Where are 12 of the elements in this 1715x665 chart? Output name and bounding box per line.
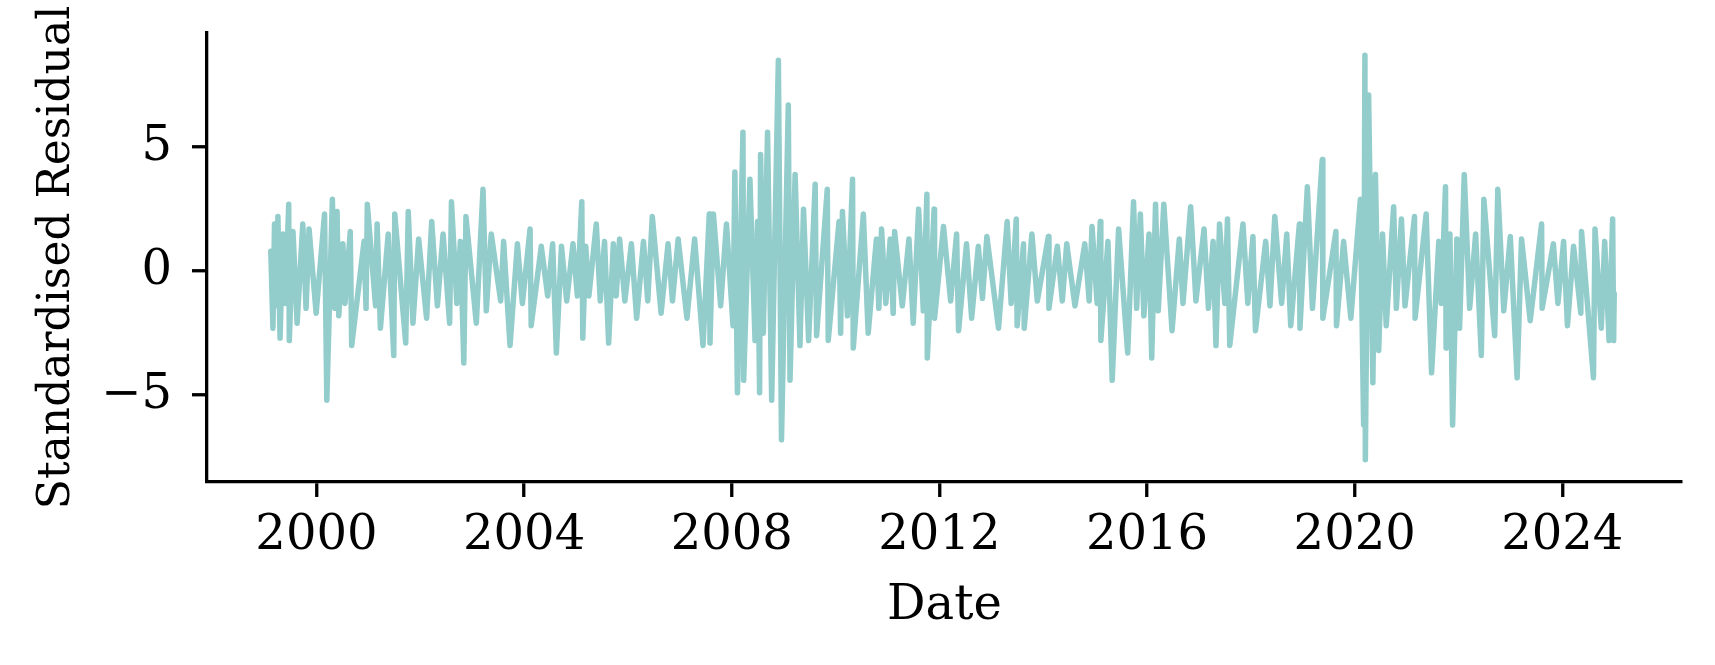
x-axis-title: Date (887, 573, 1002, 630)
y-axis-title: Standardised Residual (27, 5, 79, 510)
y-tick-label: 5 (141, 114, 172, 171)
x-tick-label: 2024 (1501, 504, 1624, 561)
y-tick-label: −5 (101, 362, 172, 419)
x-tick-label: 2008 (670, 504, 793, 561)
x-tick-label: 2016 (1085, 504, 1209, 561)
y-tick-label: 0 (141, 238, 172, 295)
x-tick-label: 2000 (255, 504, 378, 561)
x-tick-label: 2004 (463, 504, 586, 561)
x-tick-label: 2012 (878, 504, 1001, 561)
x-tick-label: 2020 (1293, 504, 1416, 561)
